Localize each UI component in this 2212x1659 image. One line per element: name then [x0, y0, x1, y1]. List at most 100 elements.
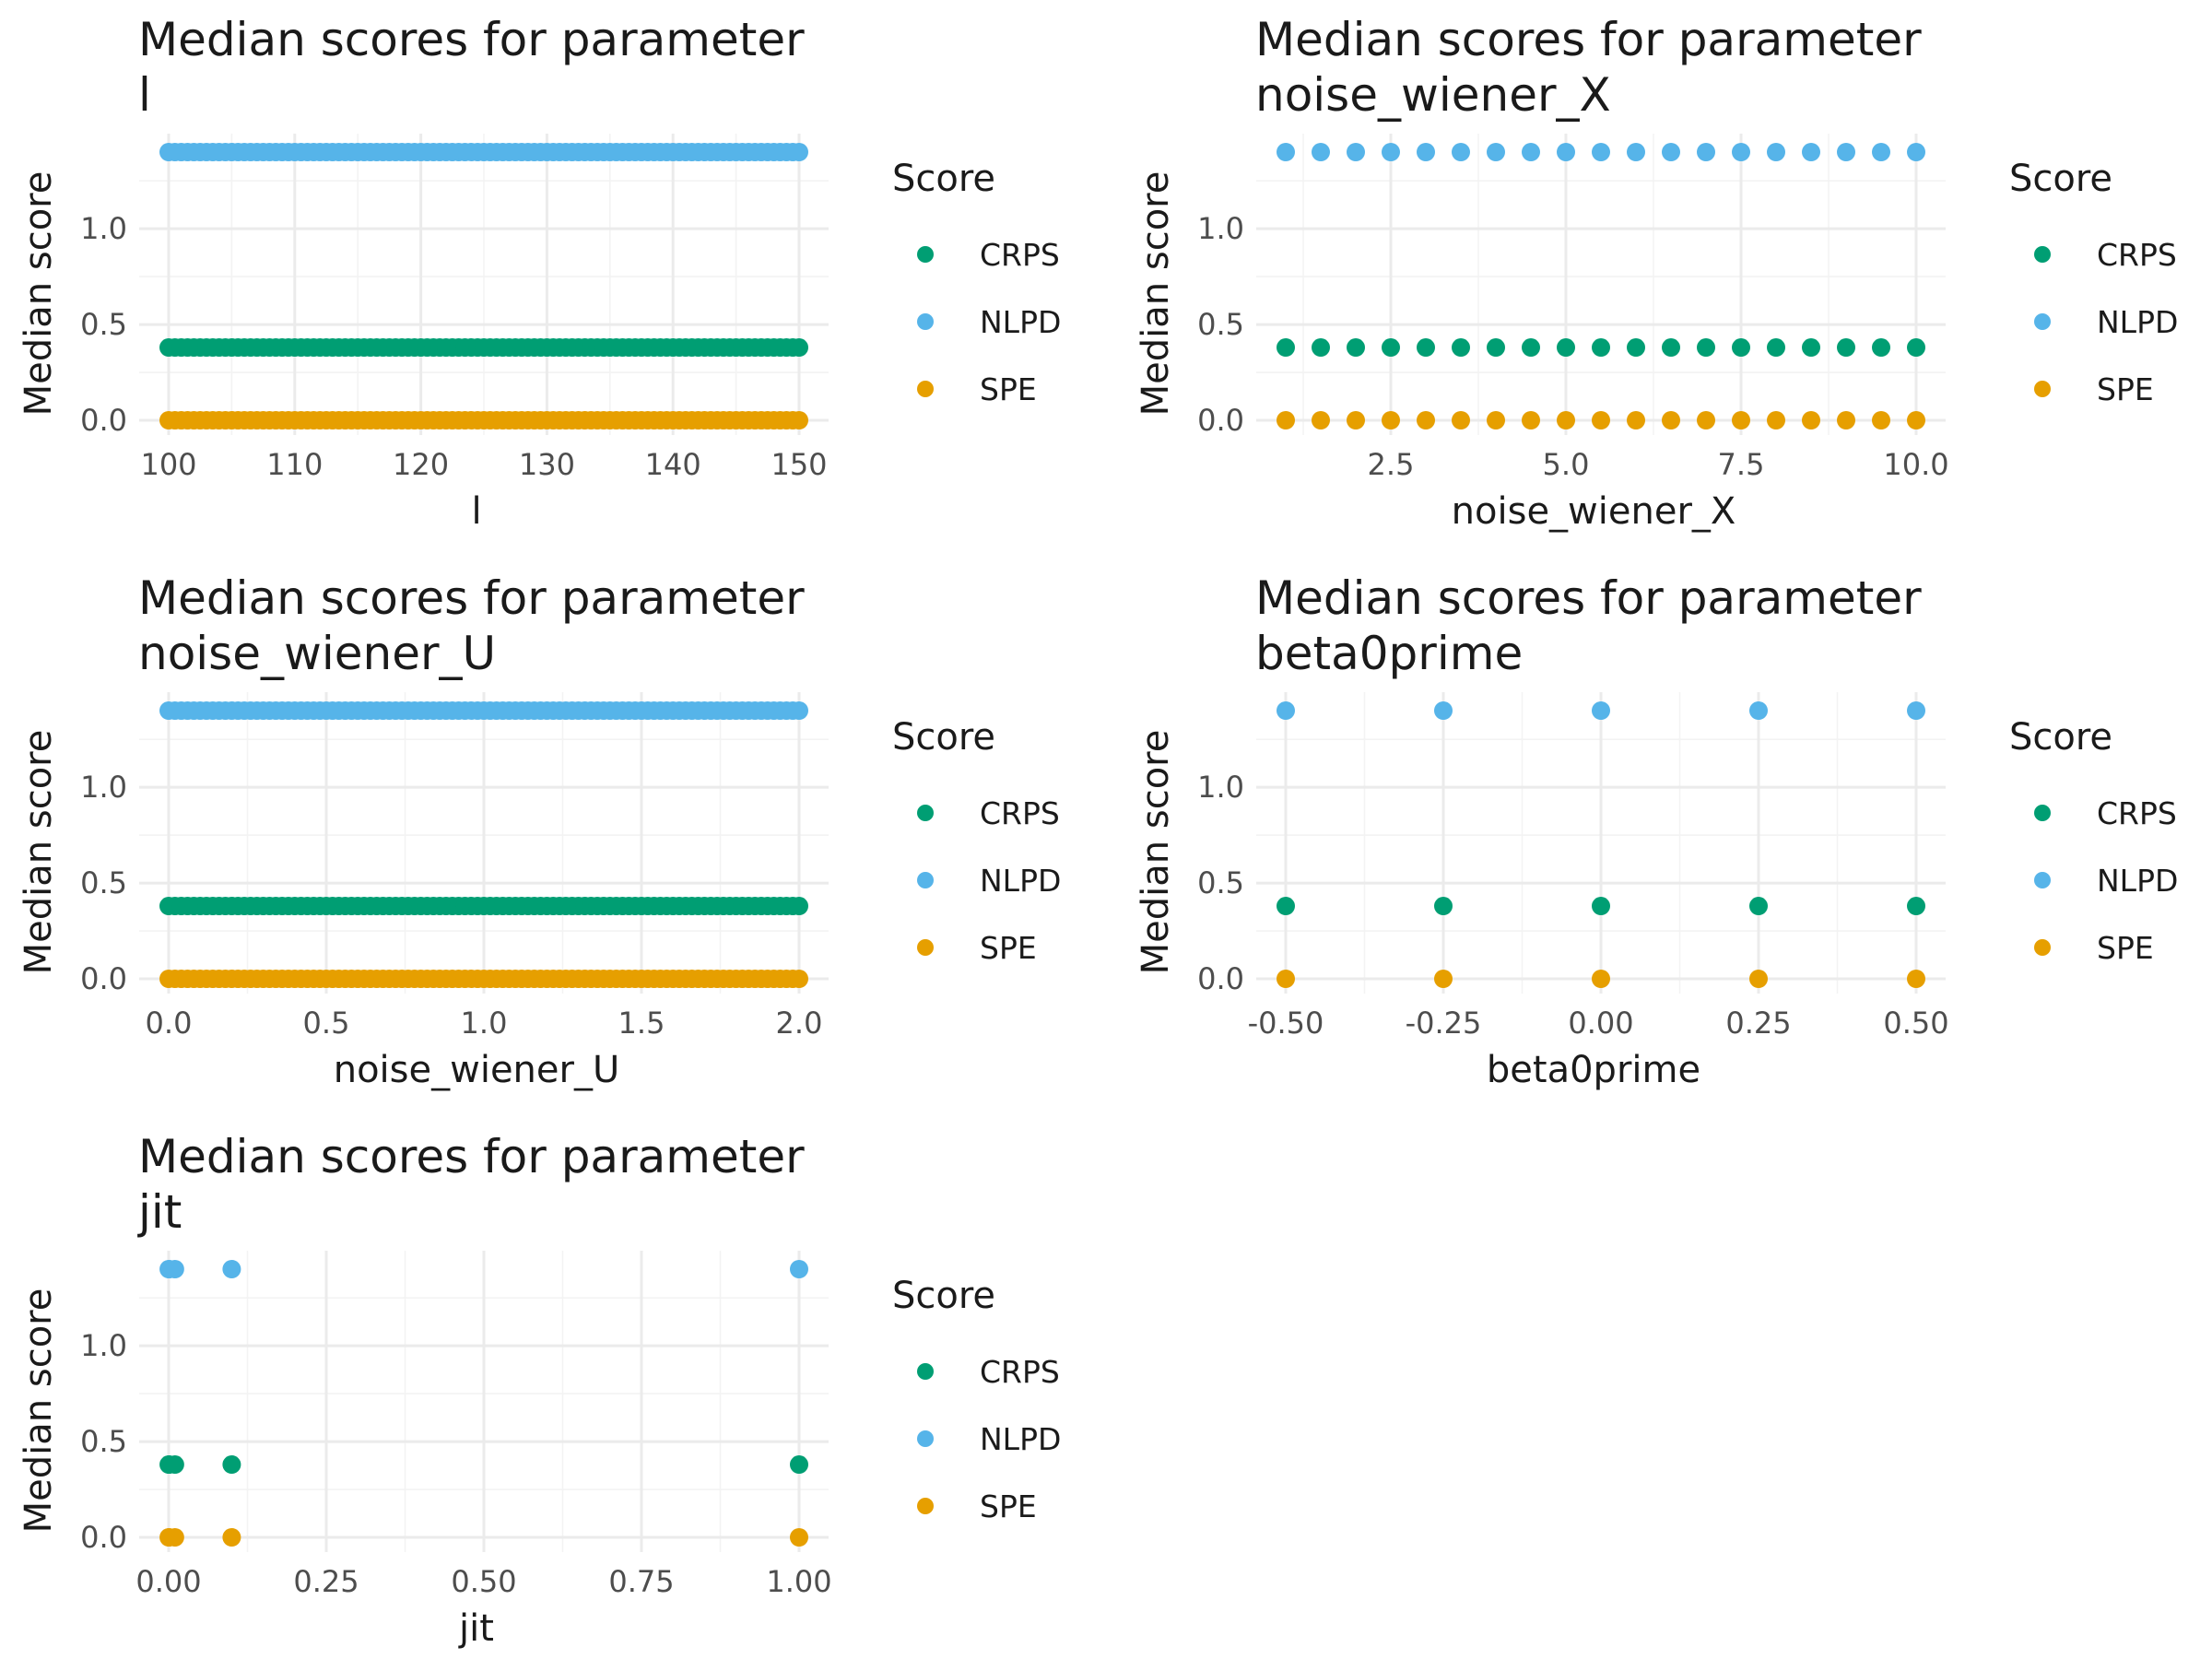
legend-label: NLPD — [2097, 304, 2178, 340]
x-axis-label: jit — [458, 1607, 494, 1650]
legend-label: CRPS — [2097, 237, 2177, 273]
data-point-spe — [1907, 970, 1925, 988]
legend-key-nlpd — [917, 313, 934, 330]
chart-panel: 0.0 0.5 1.0 1.5 2.0 0.0 0.5 1.0 Median scores fo… — [18, 571, 1061, 1091]
legend-label: NLPD — [980, 863, 1061, 899]
legend-title: Score — [892, 716, 995, 759]
legend-key-nlpd — [917, 1430, 934, 1447]
x-tick-label: 0.25 — [293, 1564, 359, 1599]
y-tick-label: 0.0 — [80, 961, 127, 996]
legend-label: SPE — [980, 1488, 1037, 1524]
data-point-nlpd — [1277, 143, 1295, 161]
x-axis-label: beta0prime — [1487, 1049, 1700, 1091]
legend-key-spe — [2034, 381, 2051, 397]
x-tick-label: 1.5 — [618, 1006, 665, 1041]
data-point-nlpd — [790, 1260, 808, 1278]
data-point-spe — [1697, 411, 1715, 429]
y-tick-label: 0.0 — [80, 1520, 127, 1555]
x-tick-label: 130 — [519, 447, 575, 482]
data-point-crps — [790, 897, 808, 916]
data-point-spe — [790, 1528, 808, 1547]
legend-key-crps — [917, 1363, 934, 1380]
y-tick-label: 0.5 — [80, 865, 127, 900]
data-point-spe — [1277, 411, 1295, 429]
y-tick-label: 1.0 — [1197, 211, 1244, 246]
data-point-spe — [1522, 411, 1540, 429]
data-point-nlpd — [165, 1260, 184, 1278]
chart-title: beta0prime — [1255, 627, 1523, 680]
x-axis-label: l — [471, 490, 481, 533]
chart-panel: 2.5 5.0 7.5 10.0 0.0 0.5 1.0 Median scores for … — [1135, 13, 2178, 533]
y-tick-label: 1.0 — [80, 1328, 127, 1363]
data-point-nlpd — [1697, 143, 1715, 161]
chart-title: Median scores for parameter — [1255, 13, 1922, 66]
data-point-nlpd — [1732, 143, 1750, 161]
legend-key-spe — [917, 1498, 934, 1514]
data-point-nlpd — [1802, 143, 1820, 161]
x-tick-label: 7.5 — [1718, 447, 1765, 482]
data-point-nlpd — [1452, 143, 1470, 161]
data-point-nlpd — [1522, 143, 1540, 161]
x-tick-label: 100 — [140, 447, 196, 482]
data-point-spe — [1277, 970, 1295, 988]
data-point-spe — [1767, 411, 1785, 429]
chart-title: Median scores for parameter — [138, 13, 805, 66]
legend-title: Score — [2009, 716, 2112, 759]
x-tick-label: 140 — [645, 447, 701, 482]
data-point-crps — [1697, 338, 1715, 358]
y-axis-label: Median score — [1135, 730, 1177, 975]
legend-title: Score — [892, 1275, 995, 1317]
x-tick-label: 150 — [771, 447, 827, 482]
x-tick-label: -0.50 — [1248, 1006, 1324, 1041]
data-point-spe — [1382, 411, 1400, 429]
data-point-crps — [1557, 338, 1575, 358]
data-point-spe — [1557, 411, 1575, 429]
data-point-crps — [790, 1455, 808, 1475]
data-point-crps — [222, 1455, 241, 1475]
legend-label: SPE — [980, 371, 1037, 407]
legend-label: CRPS — [980, 795, 1060, 831]
x-tick-label: 2.0 — [776, 1006, 823, 1041]
data-point-spe — [1802, 411, 1820, 429]
data-point-nlpd — [1872, 143, 1890, 161]
data-point-spe — [1592, 970, 1610, 988]
y-axis-label: Median score — [18, 1288, 60, 1534]
data-point-crps — [1452, 338, 1470, 358]
data-point-spe — [1592, 411, 1610, 429]
legend-label: CRPS — [980, 237, 1060, 273]
data-point-crps — [1837, 338, 1855, 358]
data-point-nlpd — [1749, 701, 1768, 720]
x-tick-label: 10.0 — [1883, 447, 1948, 482]
data-point-nlpd — [1382, 143, 1400, 161]
data-point-crps — [1662, 338, 1680, 358]
data-point-nlpd — [1557, 143, 1575, 161]
data-point-spe — [165, 1528, 184, 1547]
data-point-nlpd — [1347, 143, 1365, 161]
data-point-nlpd — [1662, 143, 1680, 161]
data-point-nlpd — [1767, 143, 1785, 161]
y-tick-label: 0.5 — [1197, 307, 1244, 342]
legend-key-crps — [917, 246, 934, 263]
x-tick-label: 0.50 — [1883, 1006, 1948, 1041]
legend-key-spe — [917, 939, 934, 956]
legend-label: SPE — [980, 930, 1037, 966]
data-point-spe — [790, 411, 808, 429]
data-point-nlpd — [1592, 701, 1610, 720]
x-tick-label: 0.25 — [1725, 1006, 1791, 1041]
chart-title: jit — [137, 1185, 182, 1239]
legend-key-nlpd — [917, 872, 934, 888]
legend-key-nlpd — [2034, 313, 2051, 330]
data-point-crps — [1907, 338, 1925, 358]
data-point-spe — [1312, 411, 1330, 429]
data-point-nlpd — [1487, 143, 1505, 161]
y-axis-label: Median score — [18, 730, 60, 975]
x-tick-label: 120 — [393, 447, 449, 482]
legend-key-crps — [2034, 805, 2051, 821]
chart-title: Median scores for parameter — [1255, 571, 1922, 625]
data-point-nlpd — [790, 701, 808, 720]
data-point-spe — [1732, 411, 1750, 429]
data-point-spe — [1662, 411, 1680, 429]
data-point-crps — [1382, 338, 1400, 358]
legend-label: CRPS — [980, 1354, 1060, 1390]
